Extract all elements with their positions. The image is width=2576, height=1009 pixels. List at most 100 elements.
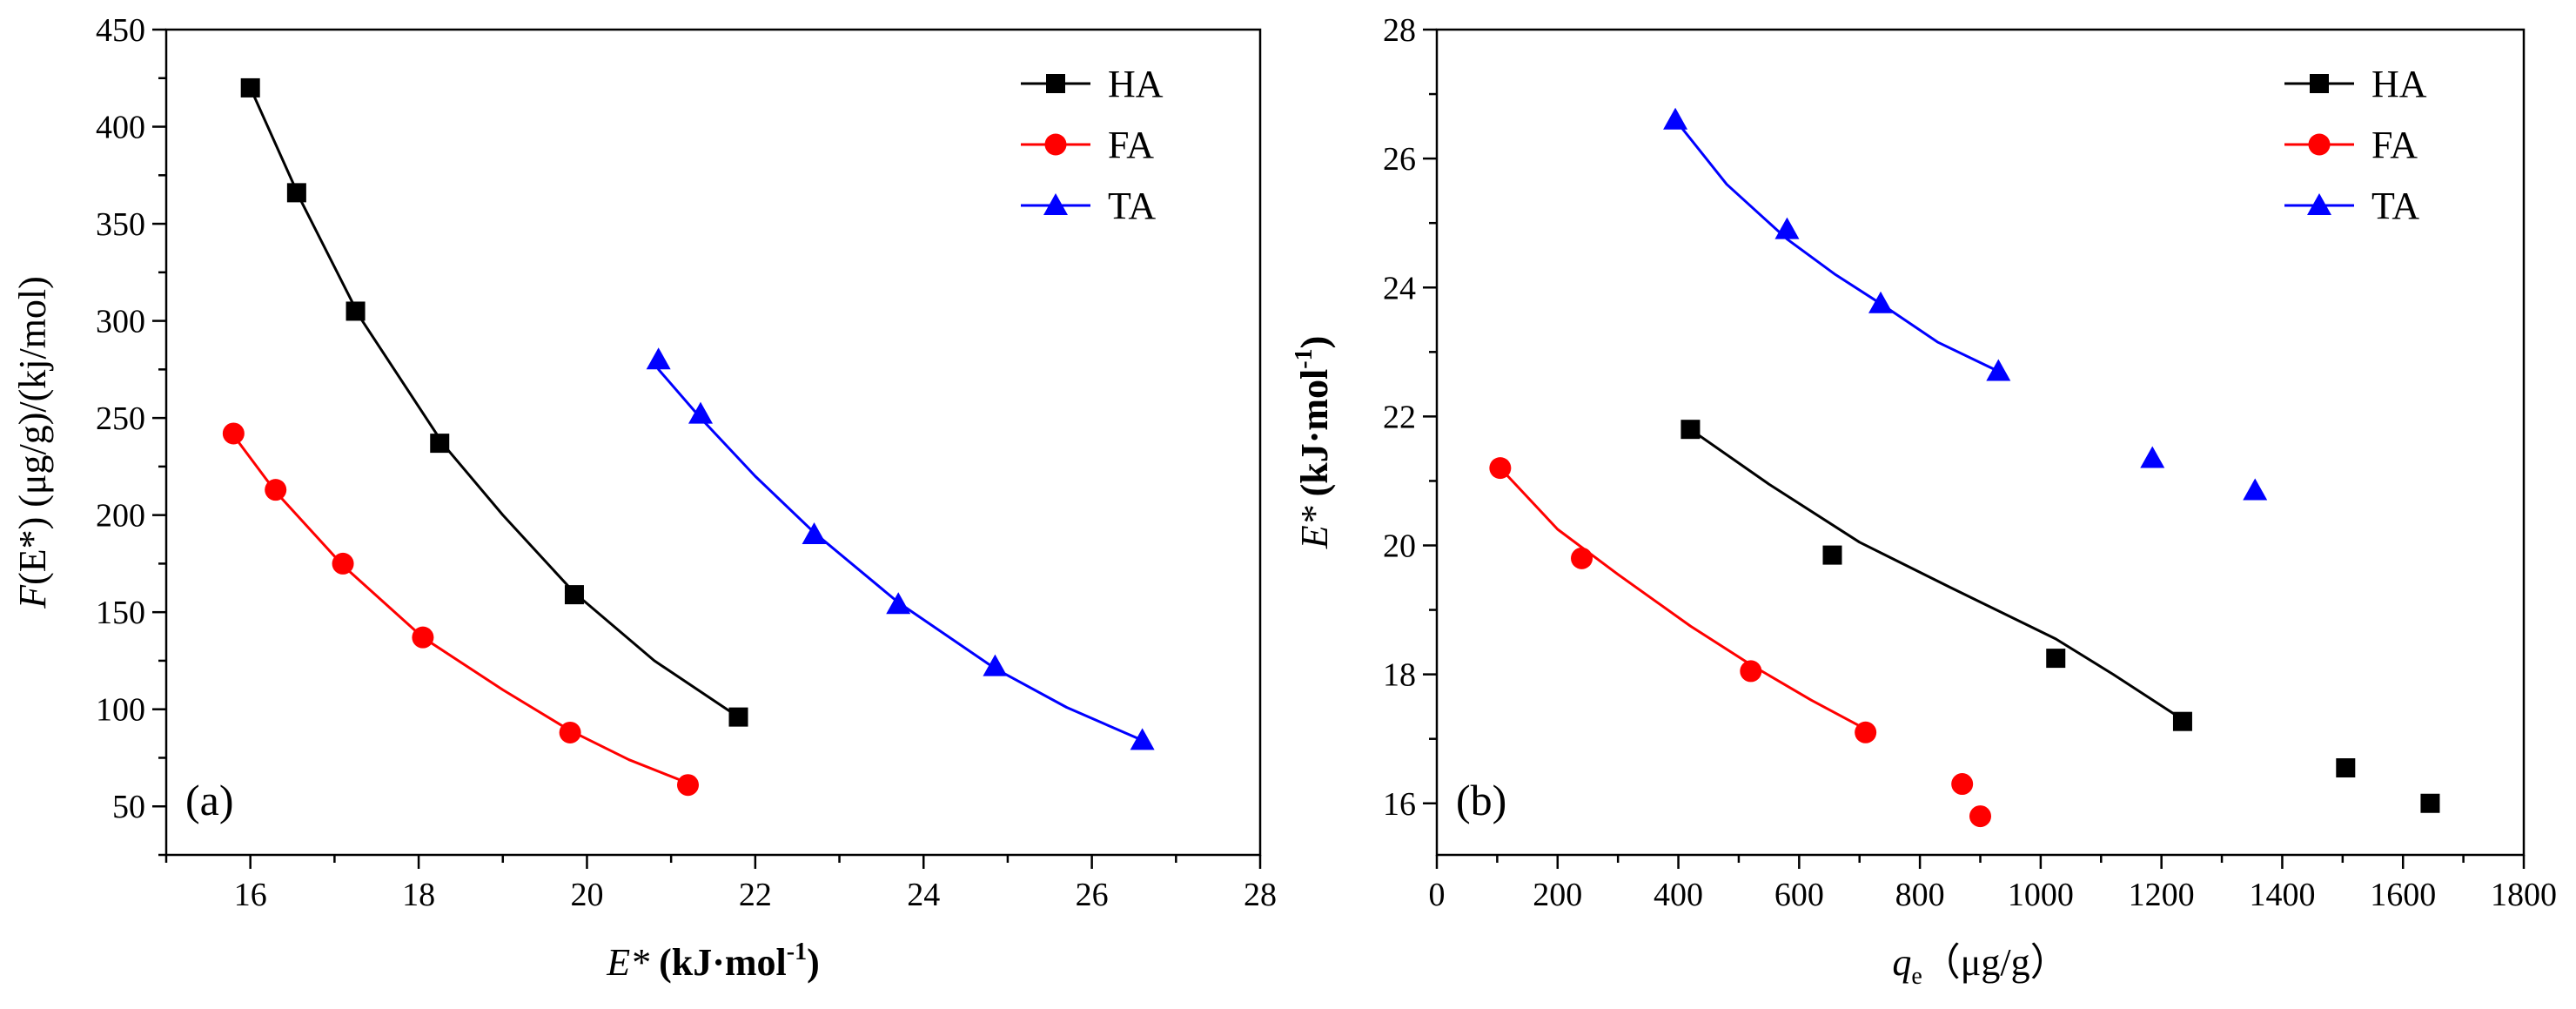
y-tick-label: 26 <box>1383 141 1416 178</box>
x-tick-label: 1800 <box>2491 877 2557 913</box>
data-point-ha <box>2336 758 2356 778</box>
x-tick-label: 22 <box>739 877 772 913</box>
series-ha <box>240 77 748 727</box>
chart-panel-b: 0 200 400 600 800 1000 1200 1400 1600 1800 16 18 20 2… <box>1291 12 2557 990</box>
data-point-fa <box>1571 547 1593 569</box>
y-tick-label: 200 <box>96 498 145 535</box>
data-point-ta <box>1868 291 1894 313</box>
data-point-ha <box>564 585 584 605</box>
y-tick-label: 250 <box>96 400 145 437</box>
x-tick-label: 20 <box>570 877 603 913</box>
fit-curve-ta <box>657 367 1144 742</box>
x-tick-label: 600 <box>1774 877 1824 913</box>
series-ta <box>1663 107 2268 501</box>
data-point-ta <box>983 654 1008 676</box>
y-tick-label: 50 <box>112 789 145 825</box>
data-point-fa <box>1855 721 1877 743</box>
data-point-ta <box>1774 217 1800 239</box>
legend-label-ta: TA <box>1108 185 1156 227</box>
fit-curve-fa <box>231 434 689 784</box>
panel-label: (b) <box>1456 776 1506 824</box>
panel-label: (a) <box>185 776 234 824</box>
x-tick-label: 1200 <box>2129 877 2195 913</box>
fit-curve-ta <box>1674 118 2000 373</box>
data-point-fa <box>1969 805 1991 828</box>
fit-curve-ha <box>249 86 740 719</box>
data-point-fa <box>676 774 699 797</box>
x-tick-label: 1000 <box>2008 877 2074 913</box>
legend-marker-ta <box>2307 193 2331 215</box>
fit-curve-ha <box>1688 427 2184 721</box>
data-point-ta <box>688 401 713 424</box>
x-tick-label: 28 <box>1244 877 1277 913</box>
y-tick-label: 18 <box>1383 657 1416 694</box>
x-tick-label: 18 <box>402 877 435 913</box>
legend-marker-fa <box>2308 133 2331 156</box>
y-tick-label: 100 <box>96 692 145 729</box>
legend-marker-ta <box>1043 193 1068 215</box>
x-tick-label: 800 <box>1895 877 1945 913</box>
chart-panel-a: 16 18 20 22 24 26 28 50 100 150 200 250 300 350 400 450… <box>11 12 1277 984</box>
data-point-ha <box>1680 420 1701 440</box>
y-tick-label: 24 <box>1383 270 1416 306</box>
legend-marker-ha <box>2310 74 2329 93</box>
data-point-ta <box>2140 446 2165 468</box>
series-ta <box>646 347 1155 750</box>
x-tick-label: 0 <box>1429 877 1446 913</box>
legend-label-fa: FA <box>1108 124 1154 166</box>
data-point-ha <box>430 434 450 454</box>
legend: HA FA TA <box>2284 63 2427 227</box>
x-tick-label: 26 <box>1076 877 1109 913</box>
legend: HA FA TA <box>1021 63 1164 227</box>
x-tick-label: 1600 <box>2370 877 2436 913</box>
y-tick-label: 22 <box>1383 399 1416 435</box>
x-tick-label: 16 <box>234 877 267 913</box>
series-fa <box>1489 457 1991 828</box>
legend-label-fa: FA <box>2371 124 2418 166</box>
data-point-ha <box>345 301 366 321</box>
data-point-fa <box>1489 457 1512 480</box>
y-tick-label: 450 <box>96 12 145 49</box>
data-point-ha <box>286 183 306 203</box>
y-tick-label: 300 <box>96 304 145 340</box>
legend-label-ha: HA <box>2371 63 2427 105</box>
data-point-fa <box>332 552 354 575</box>
x-tick-label: 200 <box>1533 877 1582 913</box>
data-point-ha <box>240 77 260 98</box>
x-tick-label: 24 <box>907 877 940 913</box>
data-point-ta <box>886 592 911 615</box>
legend-label-ta: TA <box>2371 185 2419 227</box>
x-tick-label: 400 <box>1654 877 1703 913</box>
data-point-ha <box>2420 793 2440 813</box>
plot-frame <box>164 28 1262 857</box>
data-point-fa <box>412 626 434 649</box>
x-axis-label: qe（μg/g） <box>1892 941 2068 990</box>
legend-marker-ha <box>1046 74 1065 93</box>
data-point-ta <box>1663 107 1688 130</box>
data-point-ta <box>646 347 671 370</box>
y-tick-label: 350 <box>96 206 145 243</box>
fit-curve-fa <box>1499 467 1868 731</box>
data-point-fa <box>222 422 245 445</box>
series-ha <box>1680 420 2440 813</box>
data-point-ha <box>728 707 748 727</box>
data-point-fa <box>559 721 581 743</box>
data-point-fa <box>1740 660 1762 683</box>
data-point-ha <box>2172 711 2192 731</box>
y-tick-label: 400 <box>96 110 145 146</box>
y-tick-label: 28 <box>1383 12 1416 49</box>
legend-label-ha: HA <box>1108 63 1164 105</box>
data-point-ta <box>2243 478 2268 501</box>
y-tick-label: 150 <box>96 595 145 631</box>
data-point-ta <box>802 521 827 544</box>
y-tick-label: 16 <box>1383 786 1416 823</box>
x-axis-label: E* (kJ·mol-1) <box>606 938 820 984</box>
data-point-ha <box>2046 649 2066 669</box>
series-fa <box>222 422 699 797</box>
y-tick-label: 20 <box>1383 528 1416 565</box>
data-point-fa <box>1951 773 1974 796</box>
data-point-ta <box>1130 728 1155 750</box>
data-point-ta <box>1986 359 2011 381</box>
legend-marker-fa <box>1044 133 1067 156</box>
